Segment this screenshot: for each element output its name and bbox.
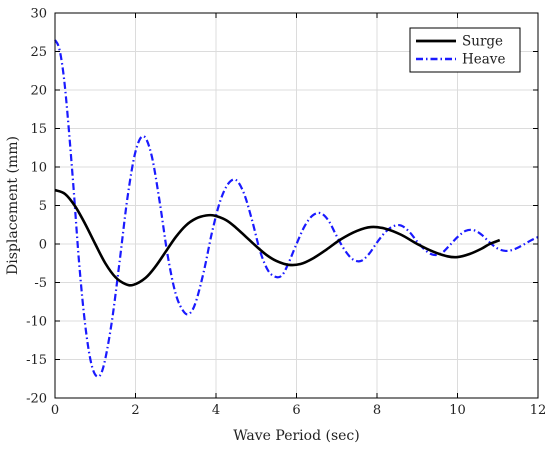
y-tick-label: 0 [39,238,47,253]
y-tick-label: 10 [30,161,47,176]
y-tick-label: 30 [30,7,47,22]
grid-lines [55,13,538,398]
legend: Surge Heave [409,27,521,73]
x-tick-label: 10 [449,403,466,418]
series-line-surge [54,188,501,287]
y-tick-label: -20 [26,392,47,407]
x-tick-label: 12 [530,403,547,418]
y-tick-label: 20 [30,84,47,99]
x-tick-label: 8 [373,403,381,418]
y-tick-label: 15 [30,122,47,137]
legend-box [409,27,521,73]
y-tick-label: 25 [30,45,47,60]
legend-label-heave: Heave [462,52,505,68]
x-tick-label: 6 [292,403,300,418]
x-tick-label: 0 [51,403,59,418]
x-tick-label: 2 [131,403,139,418]
series-lines [54,39,539,378]
y-tick-label: -5 [34,276,47,291]
y-tick-label: -10 [26,315,47,330]
y-tick-label: 5 [39,199,47,214]
y-axis-title: Displacement (mm) [5,136,21,275]
series-line-heave [54,39,539,378]
legend-label-surge: Surge [462,34,503,50]
x-tick-label: 4 [212,403,220,418]
axis-ticks: 0 2 4 6 8 10 12 -20 -15 -10 -5 0 5 10 15 20 25 30 [26,7,546,419]
y-tick-label: -15 [26,353,47,368]
x-axis-title: Wave Period (sec) [233,428,360,444]
